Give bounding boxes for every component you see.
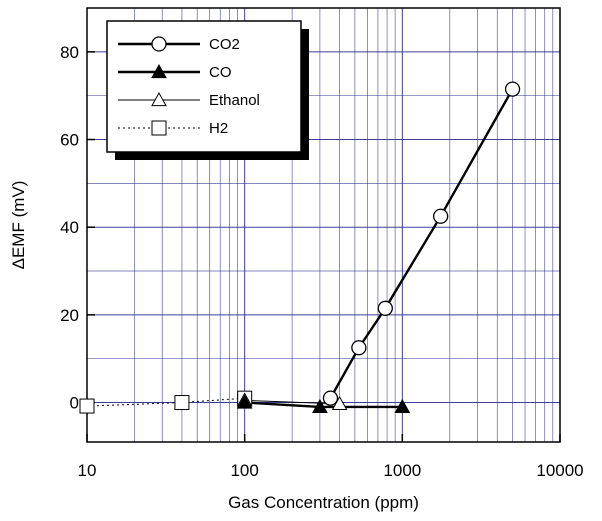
- legend-label-ethanol: Ethanol: [209, 92, 260, 109]
- tick-labels: 10 100 1000 10000 0 20 40 60 80: [60, 43, 584, 480]
- y-tick-label: 20: [60, 306, 79, 325]
- plot-frame: [86, 7, 561, 443]
- legend-label-co: CO: [209, 64, 232, 81]
- data-point-co2: [322, 390, 339, 406]
- legend: CO2 CO Ethanol H2: [106, 20, 309, 160]
- series-line-h2: [86, 397, 245, 407]
- series-line-ethanol: [244, 399, 340, 405]
- x-tick-label: 100: [230, 461, 258, 480]
- data-point-co: [236, 394, 253, 409]
- data-point-co2: [433, 208, 449, 224]
- axes: [86, 7, 561, 443]
- data-point-h2: [174, 395, 190, 411]
- data-point-co: [312, 398, 328, 414]
- data-point-co: [394, 398, 411, 414]
- x-tick-label: 10: [78, 461, 97, 480]
- legend-box: [106, 20, 302, 153]
- x-tick-label: 10000: [536, 461, 583, 480]
- data-point-co2: [504, 81, 521, 97]
- legend-marker-h2: [151, 120, 167, 136]
- legend-marker-co: [151, 63, 167, 79]
- data-point-co2: [377, 300, 393, 316]
- y-axis-label: ΔEMF (mV): [9, 181, 28, 270]
- x-tick-label: 1000: [383, 461, 421, 480]
- y-tick-label: 40: [60, 218, 79, 237]
- legend-label-h2: H2: [209, 120, 228, 137]
- y-tick-label: 60: [60, 131, 79, 150]
- y-tick-label: 0: [70, 394, 79, 413]
- y-tick-label: 80: [60, 43, 79, 62]
- legend-marker-ethanol: [151, 91, 167, 107]
- series-markers: [79, 81, 521, 414]
- legend-marker-co2: [151, 36, 167, 52]
- x-axis-label: Gas Concentration (ppm): [228, 493, 419, 512]
- data-point-co2: [351, 340, 367, 356]
- data-point-h2: [79, 398, 95, 414]
- legend-label-co2: CO2: [209, 36, 240, 53]
